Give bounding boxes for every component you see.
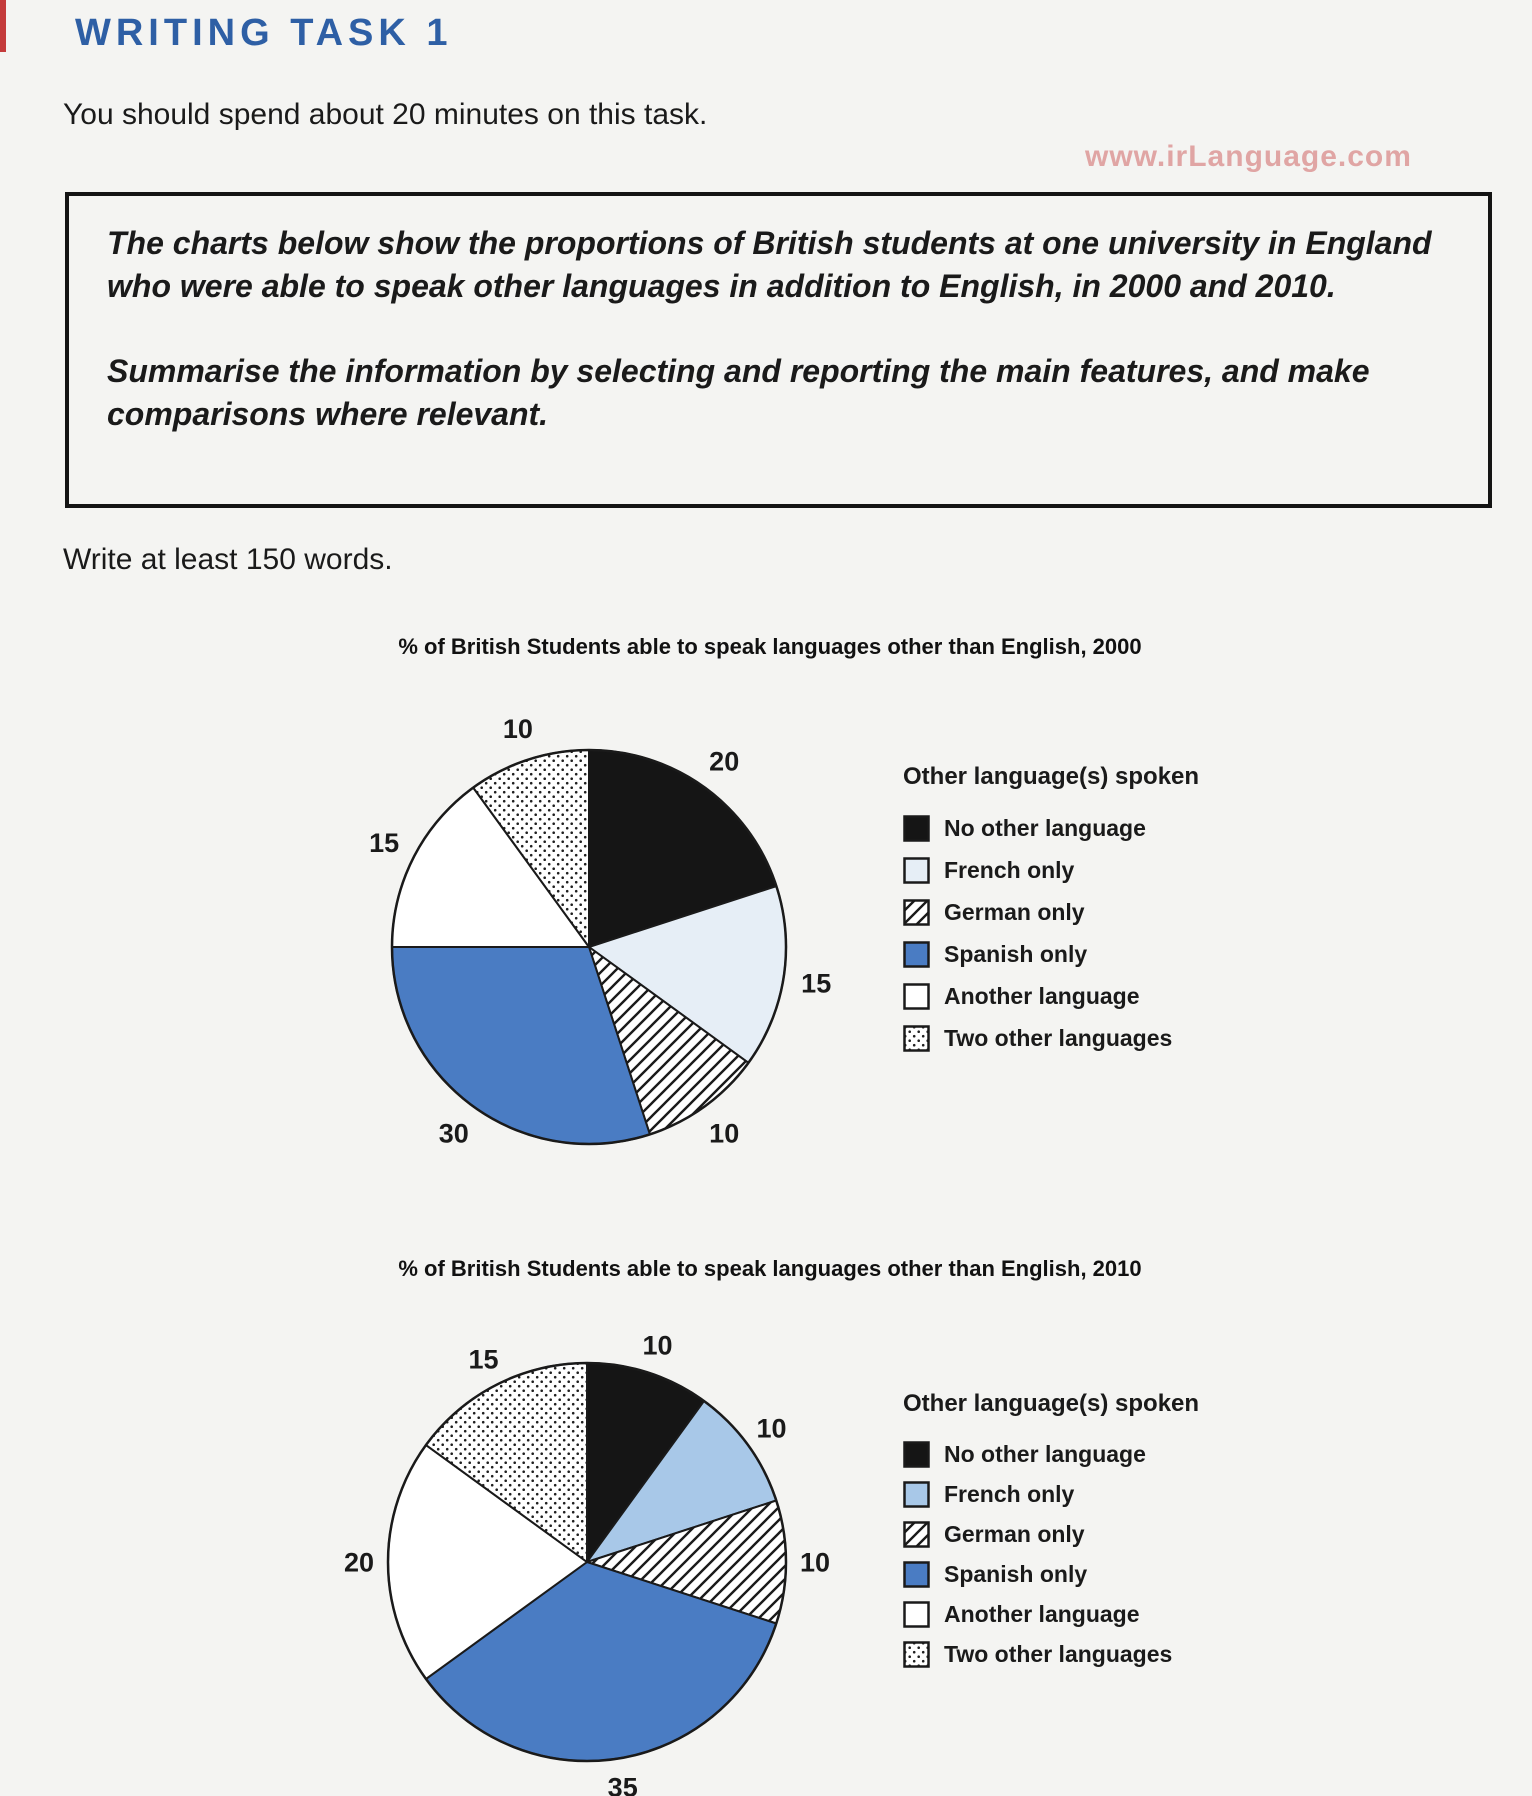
legend-title-2000: Other language(s) spoken — [903, 763, 1200, 790]
legend-item-no-other-language: No other language — [903, 807, 1323, 849]
legend-item-german-only: German only — [903, 891, 1323, 933]
legend-swatch-hatch — [903, 898, 930, 926]
pie-outline — [390, 748, 788, 1146]
legend-2000: Other language(s) spoken No other langua… — [903, 763, 1323, 1059]
pie-value-label-no-other-language: 10 — [642, 1331, 672, 1361]
legend-list-2000: No other language French only German only S… — [903, 807, 1323, 1059]
pie-value-label-german-only: 10 — [709, 1119, 739, 1149]
prompt-paragraph-1: The charts below show the proportions of… — [107, 225, 1432, 304]
pie-value-label-spanish-only: 35 — [608, 1773, 638, 1796]
time-instruction: You should spend about 20 minutes on thi… — [63, 98, 708, 131]
scan-edge-mark — [0, 0, 6, 52]
page-title: WRITING TASK 1 — [75, 12, 453, 54]
legend-label: No other language — [944, 1440, 1146, 1467]
legend-title-2010: Other language(s) spoken — [903, 1390, 1200, 1417]
legend-item-two-other-languages: Two other languages — [903, 1017, 1323, 1059]
pie-chart-2010: 10 10 10 35 20 15 — [344, 1331, 830, 1796]
legend-label: Two other languages — [944, 1640, 1173, 1667]
pie-value-label-no-other-language: 20 — [709, 746, 739, 776]
legend-swatch-dots — [903, 1024, 930, 1052]
legend-item-no-other-language: No other language — [903, 1434, 1323, 1474]
legend-item-spanish-only: Spanish only — [903, 933, 1323, 975]
legend-list-2010: No other language French only German only S… — [903, 1434, 1323, 1674]
legend-label: German only — [944, 1520, 1085, 1547]
legend-swatch-white — [903, 1600, 930, 1628]
legend-label: Another language — [944, 982, 1140, 1009]
prompt-paragraph-2: Summarise the information by selecting a… — [107, 353, 1370, 432]
legend-label: Spanish only — [944, 1560, 1088, 1587]
legend-item-french-only: French only — [903, 1474, 1323, 1514]
chart-title-2000: % of British Students able to speak lang… — [398, 634, 1142, 659]
legend-label: Two other languages — [944, 1024, 1173, 1051]
pie-chart-2000: 20 15 10 30 15 10 — [369, 714, 831, 1149]
pie-value-label-french-only: 15 — [801, 968, 831, 998]
pie-value-label-french-only: 10 — [756, 1413, 786, 1443]
watermark: www.irLanguage.com — [1085, 140, 1412, 173]
pie-value-label-two-other-languages: 15 — [468, 1344, 498, 1374]
word-count-note: Write at least 150 words. — [63, 543, 393, 576]
legend-item-another-language: Another language — [903, 1594, 1323, 1634]
legend-swatch-blue — [903, 940, 930, 968]
pie-value-label-spanish-only: 30 — [439, 1119, 469, 1149]
legend-swatch-white — [903, 982, 930, 1010]
pie-value-label-two-other-languages: 10 — [503, 714, 533, 744]
pie-value-label-german-only: 10 — [800, 1547, 830, 1577]
legend-label: No other language — [944, 814, 1146, 841]
pie-value-label-another-language: 20 — [344, 1547, 374, 1577]
chart-title-2010: % of British Students able to speak lang… — [398, 1256, 1142, 1281]
legend-item-another-language: Another language — [903, 975, 1323, 1017]
legend-swatch-black — [903, 1440, 930, 1468]
legend-label: German only — [944, 898, 1085, 925]
legend-swatch-dots — [903, 1640, 930, 1668]
legend-item-german-only: German only — [903, 1514, 1323, 1554]
legend-swatch-blue — [903, 1560, 930, 1588]
task-prompt-box: The charts below show the proportions of… — [65, 192, 1492, 508]
legend-label: French only — [944, 856, 1075, 883]
legend-item-two-other-languages: Two other languages — [903, 1634, 1323, 1674]
legend-label: Spanish only — [944, 940, 1088, 967]
legend-item-french-only: French only — [903, 849, 1323, 891]
pie-outline — [386, 1361, 788, 1763]
legend-swatch-pale-blue — [903, 856, 930, 884]
legend-swatch-light-blue — [903, 1480, 930, 1508]
legend-swatch-hatch — [903, 1520, 930, 1548]
legend-item-spanish-only: Spanish only — [903, 1554, 1323, 1594]
pie-value-label-another-language: 15 — [369, 828, 399, 858]
legend-swatch-black — [903, 814, 930, 842]
legend-label: French only — [944, 1480, 1075, 1507]
legend-2010: Other language(s) spoken No other langua… — [903, 1390, 1323, 1674]
legend-label: Another language — [944, 1600, 1140, 1627]
